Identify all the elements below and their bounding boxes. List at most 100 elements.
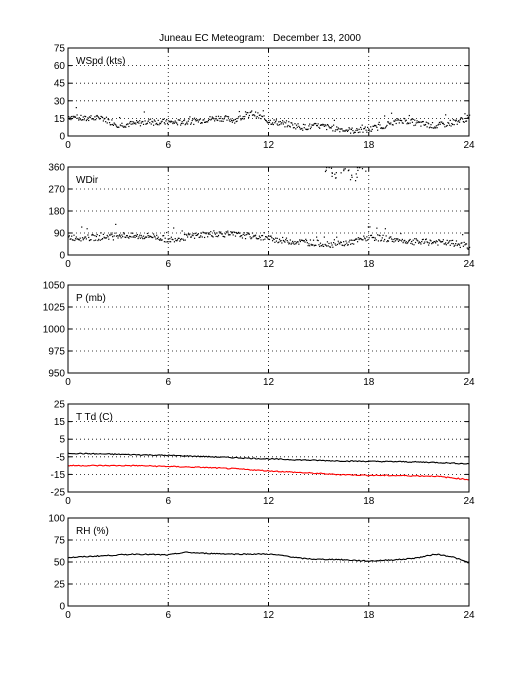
panel-1-data-point xyxy=(342,130,344,132)
panel-1-data-point xyxy=(295,128,297,130)
panel-2-data-point xyxy=(68,236,70,238)
panel-1-data-point xyxy=(304,124,306,126)
panel-1-data-point xyxy=(346,130,349,133)
panel-1-data-point xyxy=(423,124,425,126)
panel-2-y-tick-label: 90 xyxy=(54,229,66,240)
panel-1-data-point xyxy=(347,129,349,131)
panel-2-data-point xyxy=(328,242,330,245)
panel-2-data-point xyxy=(353,239,356,241)
panel-1-data-point xyxy=(328,126,330,128)
panel-1-data-point xyxy=(387,121,389,123)
panel-2-data-point xyxy=(109,234,111,236)
panel-2-data-point xyxy=(357,237,359,239)
panel-2-data-point xyxy=(460,242,462,244)
panel-1-data-point xyxy=(118,116,121,119)
panel-2-data-point xyxy=(74,239,76,242)
panel-2-data-point xyxy=(107,236,109,238)
panel-2-data-point xyxy=(100,232,102,234)
panel-4-series-line-1 xyxy=(67,452,470,465)
panel-2-data-point xyxy=(230,231,232,233)
panel-1-data-point xyxy=(265,119,267,121)
panel-1-data-point xyxy=(131,120,133,123)
panel-2-data-point xyxy=(337,240,339,242)
panel-1-data-point xyxy=(149,122,151,124)
panel-1-data-point xyxy=(445,114,447,116)
panel-2-data-point xyxy=(240,235,242,237)
panel-2-data-point xyxy=(227,230,229,232)
panel-1-data-point xyxy=(69,116,71,118)
panel-1-data-point xyxy=(323,125,325,127)
panel-1-data-point xyxy=(335,129,337,131)
panel-1-data-point xyxy=(403,117,405,120)
panel-2-x-tick-label: 18 xyxy=(363,259,375,270)
panel-2-data-point xyxy=(184,239,186,241)
panel-1-data-point xyxy=(252,114,254,116)
panel-1-data-point xyxy=(211,116,213,118)
panel-1-data-point xyxy=(373,125,375,127)
panel-1-data-point xyxy=(78,117,81,119)
panel-2-data-point xyxy=(400,232,402,235)
panel-1-data-point xyxy=(275,120,277,123)
panel-1-data-point xyxy=(144,120,146,122)
panel-1-data-point xyxy=(395,122,397,125)
panel-2-data-point xyxy=(265,236,267,238)
panel-1-data-point xyxy=(439,123,441,125)
panel-1-data-point xyxy=(371,128,373,130)
panel-1-data-point xyxy=(453,124,455,126)
panel-2-data-point xyxy=(228,234,230,236)
panel-2-data-point xyxy=(70,238,72,240)
panel-1-data-point xyxy=(143,111,145,113)
panel-1-data-point xyxy=(207,121,209,123)
panel-1-data-point xyxy=(233,119,235,121)
panel-5-x-tick-label: 0 xyxy=(65,610,71,621)
panel-1-data-point xyxy=(152,121,154,123)
panel-2-data-point xyxy=(88,236,90,239)
panel-1-data-point xyxy=(206,121,208,123)
panel-2-data-point xyxy=(294,240,296,243)
panel-2-data-point xyxy=(195,234,197,237)
panel-2-data-point xyxy=(425,238,427,240)
panel-1-data-point xyxy=(363,128,365,130)
panel-2-data-point xyxy=(98,235,101,237)
panel-1-data-point xyxy=(333,124,335,126)
panel-5-y-tick-label: 100 xyxy=(48,514,65,525)
panel-1-data-point xyxy=(303,127,305,129)
panel-1-data-point xyxy=(382,127,384,129)
panel-1-data-point xyxy=(466,114,468,117)
panel-2-data-point xyxy=(178,237,180,239)
panel-2-data-point xyxy=(128,237,130,239)
panel-2-data-point xyxy=(99,239,101,241)
panel-1-data-point xyxy=(353,131,356,133)
panel-2-data-point xyxy=(438,239,440,241)
panel-1-data-point xyxy=(440,121,442,123)
panel-2-data-point xyxy=(344,168,346,170)
panel-2-data-point xyxy=(169,238,171,240)
panel-2-data-point xyxy=(288,243,290,245)
panel-2-data-point xyxy=(343,241,345,243)
panel-1-data-point xyxy=(283,121,285,123)
panel-1-data-point xyxy=(229,120,231,123)
panel-1-data-point xyxy=(459,118,461,121)
panel-1-data-point xyxy=(337,127,339,129)
panel-1-data-point xyxy=(198,119,200,121)
panel-1-data-point xyxy=(228,119,230,121)
panel-2-data-point xyxy=(442,239,444,241)
panel-1-data-point xyxy=(214,118,217,120)
panel-2-data-point xyxy=(108,238,110,240)
panel-2-data-point xyxy=(292,242,295,244)
panel-2-data-point xyxy=(311,244,313,246)
panel-2-data-point xyxy=(239,236,241,238)
panel-2-data-point xyxy=(355,173,357,175)
panel-1-data-point xyxy=(156,124,159,126)
panel-2-data-point xyxy=(308,243,310,245)
panel-2-data-point xyxy=(457,243,459,245)
panel-2-data-point xyxy=(313,245,315,247)
panel-1-data-point xyxy=(98,117,100,119)
panel-1-data-point xyxy=(234,122,236,124)
panel-2-data-point xyxy=(281,242,283,244)
panel-2-data-point xyxy=(234,235,237,237)
panel-2-data-point xyxy=(458,244,461,246)
panel-2-data-point xyxy=(385,235,387,237)
panel-2-data-point xyxy=(166,231,168,234)
panel-1-data-point xyxy=(456,123,458,125)
